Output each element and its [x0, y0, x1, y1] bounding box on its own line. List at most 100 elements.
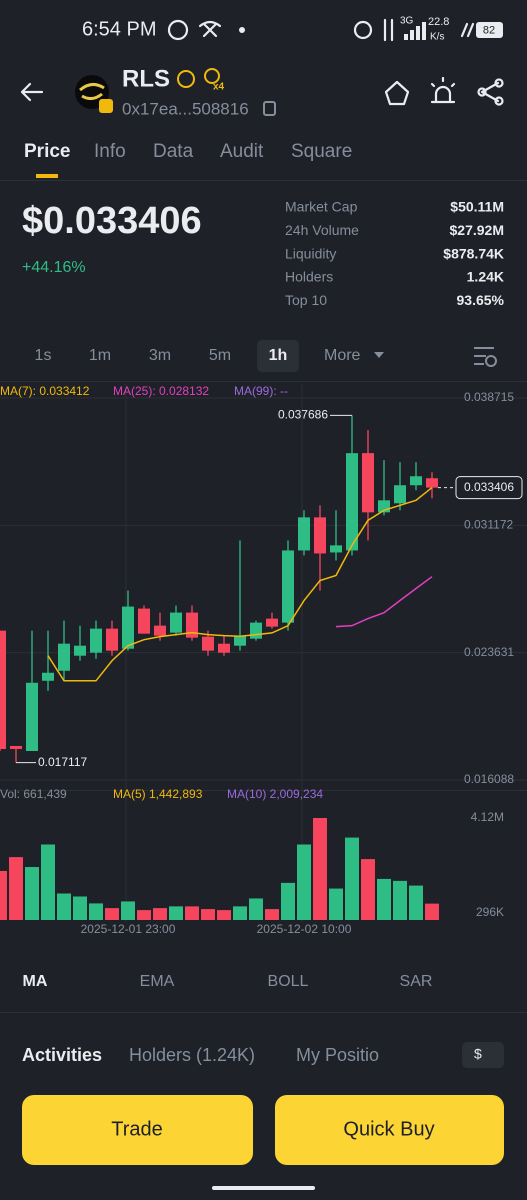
indicator[interactable]: EMA	[140, 973, 175, 990]
quick-buy-button[interactable]	[275, 1095, 504, 1165]
candle-body	[314, 517, 326, 554]
indicator-active[interactable]: MA	[23, 973, 48, 990]
y-tick-label: 0.023631	[464, 645, 514, 659]
candle-body	[282, 550, 294, 623]
bottom-tab[interactable]: My Positio	[296, 1045, 379, 1065]
ma-legend: MA(7): 0.033412	[0, 384, 90, 398]
volume-bar	[233, 906, 247, 920]
candle-body	[0, 630, 6, 749]
tab[interactable]: Audit	[220, 141, 264, 162]
volume-bar	[281, 882, 295, 920]
divider	[0, 1012, 527, 1013]
ma-line	[47, 486, 433, 682]
net-speed: 22.8	[428, 16, 449, 28]
bottom-tab[interactable]: Holders (1.24K)	[129, 1045, 255, 1065]
candle-body	[330, 545, 342, 553]
home-indicator	[212, 1186, 315, 1190]
stat-label: Liquidity	[285, 245, 336, 261]
volume-bar	[425, 903, 439, 920]
candle-body	[42, 672, 54, 681]
app-icon	[167, 19, 189, 41]
indicator[interactable]: SAR	[400, 973, 433, 990]
volume-bar	[41, 844, 55, 920]
chart-settings[interactable]	[485, 355, 497, 367]
timeframe-active[interactable]: 1h	[269, 347, 288, 364]
share-button[interactable]	[494, 78, 504, 88]
volume-bar	[313, 818, 327, 920]
x-tick-label: 2025-12-01 23:00	[81, 922, 176, 936]
timeframe[interactable]: 1m	[89, 347, 111, 364]
candle-body	[266, 618, 278, 627]
y-tick-label: 0.031172	[464, 518, 513, 532]
volume-bar	[9, 857, 23, 920]
volume-bar	[0, 870, 7, 920]
timeframe[interactable]: 3m	[149, 347, 171, 364]
volume-bar	[409, 885, 423, 920]
share-button[interactable]	[477, 87, 487, 97]
candle-body	[346, 453, 358, 551]
volume-tick-label: 296K	[476, 905, 504, 919]
candle-body	[58, 643, 70, 671]
candle-body	[26, 682, 38, 751]
volume-bar	[265, 909, 279, 920]
favorite-button[interactable]	[384, 80, 410, 106]
indicator[interactable]: BOLL	[268, 973, 309, 990]
battery	[476, 22, 503, 38]
alert-button[interactable]	[430, 76, 456, 104]
net-speed-unit: K/s	[430, 32, 444, 43]
bottom-tab-active[interactable]: Activities	[22, 1045, 102, 1065]
candle-body	[122, 606, 134, 649]
volume-bar	[105, 908, 119, 920]
volume-bar	[121, 901, 135, 920]
timeframe[interactable]: 1s	[35, 347, 52, 364]
currency-toggle[interactable]	[462, 1042, 504, 1068]
x-tick-label: 2025-12-02 10:00	[257, 922, 352, 936]
volume-bar	[169, 906, 183, 920]
low-label: 0.017117	[38, 755, 87, 769]
tab-indicator	[36, 174, 58, 178]
tab-active[interactable]: Price	[24, 141, 70, 162]
candle-body	[170, 612, 182, 633]
back-button[interactable]	[20, 82, 44, 102]
volume-bar	[377, 878, 391, 920]
tab[interactable]: Data	[153, 141, 194, 162]
candle-body	[298, 517, 310, 551]
volume-bar	[25, 867, 39, 920]
trade-button[interactable]	[22, 1095, 253, 1165]
data-icon	[383, 18, 394, 42]
copy-button[interactable]	[263, 101, 276, 116]
chain-badge	[99, 99, 113, 113]
timeframe-highlight	[257, 340, 299, 372]
stat-label: Top 10	[285, 292, 327, 308]
stat-value: 1.24K	[467, 269, 504, 285]
stat-value: $878.74K	[443, 245, 504, 261]
chart-settings[interactable]	[474, 347, 494, 365]
candle-body	[138, 608, 150, 634]
candle-body	[106, 628, 118, 651]
candle-body	[426, 478, 438, 488]
share-button[interactable]	[494, 96, 504, 106]
timeframe-more[interactable]: More	[324, 347, 361, 364]
signal-icon	[404, 22, 426, 40]
token-symbol: RLS	[122, 65, 170, 92]
volume-bar	[73, 896, 87, 920]
volume-ma-legend: MA(5) 1,442,893	[113, 787, 203, 801]
candle-body	[234, 635, 246, 646]
currency-label: $	[474, 1046, 482, 1062]
volume-ma-legend: MA(10) 2,009,234	[227, 787, 323, 801]
ma-line	[335, 576, 433, 628]
tab[interactable]: Info	[94, 141, 126, 162]
candle-body	[10, 745, 22, 749]
volume-bar	[361, 859, 375, 920]
volume-bar	[137, 910, 151, 920]
stat-value: 93.65%	[457, 292, 505, 308]
candle-body	[74, 645, 86, 656]
timeframe[interactable]: 5m	[209, 347, 231, 364]
dot	[239, 27, 245, 33]
tab[interactable]: Square	[291, 141, 352, 162]
volume-bar	[345, 837, 359, 920]
trade-button-label: Trade	[111, 1118, 163, 1140]
divider	[0, 180, 527, 181]
